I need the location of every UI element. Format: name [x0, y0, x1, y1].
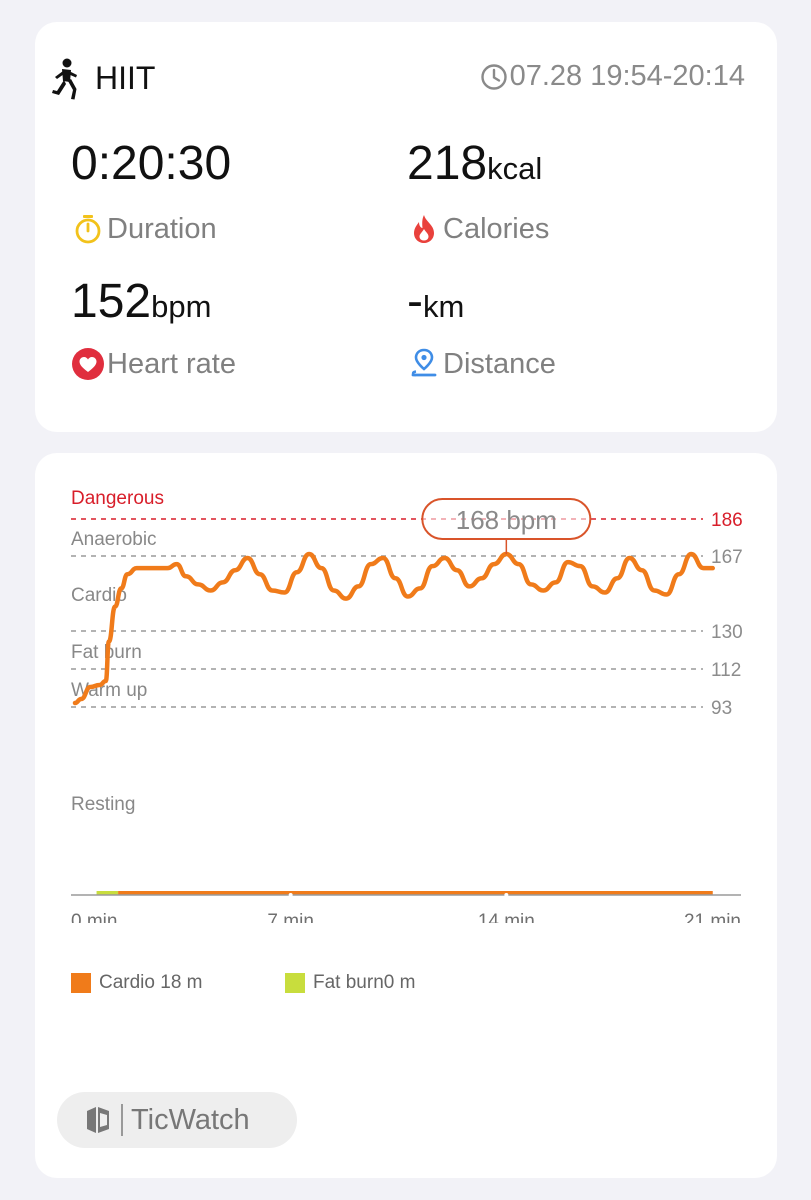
heart-rate-line	[72, 551, 716, 706]
legend-swatch-cardio	[71, 973, 91, 993]
distance-label-text: Distance	[443, 347, 556, 380]
max-heart-rate-callout: 168 bpm	[421, 498, 592, 555]
distance-value: -km	[407, 278, 464, 326]
distance-number: -	[407, 275, 423, 328]
calories-label-text: Calories	[443, 212, 550, 245]
zone-threshold-cardio: 130	[711, 622, 743, 643]
heart-rate-unit: bpm	[151, 289, 212, 324]
x-tick-label: 14 min	[478, 911, 535, 923]
zone-label-cardio: Cardio	[71, 585, 127, 606]
heart-rate-value: 152bpm	[71, 278, 211, 326]
calories-unit: kcal	[487, 151, 543, 186]
stopwatch-icon	[75, 215, 101, 244]
ticwatch-logo-icon	[87, 1107, 109, 1133]
brand-name: TicWatch	[131, 1103, 250, 1136]
flame-icon	[414, 215, 434, 243]
zone-label-resting: Resting	[71, 794, 135, 815]
duration-label-text: Duration	[107, 212, 217, 245]
zone-label-dangerous: Dangerous	[71, 488, 164, 509]
heart-rate-number: 152	[71, 275, 152, 328]
duration-label: Duration	[71, 212, 217, 246]
zone-threshold-anaerobic: 167	[711, 547, 743, 568]
callout-text: 168 bpm	[456, 505, 557, 535]
zone-label-anaerobic: Anaerobic	[71, 529, 157, 550]
time-range-text: 07.28 19:54-20:14	[509, 60, 745, 92]
x-tick-mark	[288, 893, 293, 897]
distance-label: Distance	[407, 347, 556, 381]
zone-time-bar	[96, 891, 713, 895]
heart-rate-label: Heart rate	[71, 347, 236, 381]
workout-time-range: 07.28 19:54-20:14	[480, 60, 745, 93]
running-person-icon	[52, 58, 77, 100]
location-pin-icon	[411, 348, 437, 377]
zone-bar-fat-burn	[96, 891, 119, 895]
heart-rate-label-text: Heart rate	[107, 347, 236, 380]
calories-value: 218kcal	[407, 140, 542, 188]
brand-separator	[121, 1104, 123, 1136]
x-tick-label: 21 min	[684, 911, 741, 923]
activity-title: HIIT	[95, 60, 156, 96]
duration-value: 0:20:30	[71, 140, 231, 188]
zone-threshold-warm-up: 93	[711, 698, 732, 719]
legend-label-fat-burn: Fat burn0 m	[313, 972, 416, 993]
workout-summary-card: HIIT 07.28 19:54-20:14 0:20:30 Duration …	[35, 22, 777, 432]
zone-threshold-dangerous: 186	[711, 510, 743, 531]
x-tick-mark	[504, 893, 509, 897]
callout-bubble	[421, 498, 592, 540]
x-tick-label: 0 min	[71, 911, 117, 923]
zone-threshold-fat-burn: 112	[711, 660, 741, 681]
x-tick-label: 7 min	[267, 911, 313, 923]
heart-rate-chart-card: Dangerous 186 Anaerobic 167 Cardio 130 Fat bur…	[35, 453, 777, 1178]
calories-label: Calories	[407, 212, 549, 246]
heart-rate-line-layer	[72, 551, 716, 706]
duration-number: 0:20:30	[71, 137, 232, 190]
heart-icon	[72, 348, 104, 380]
legend-label-cardio: Cardio 18 m	[99, 972, 203, 993]
calories-number: 218	[407, 137, 488, 190]
legend-swatch-fat-burn	[285, 973, 305, 993]
legend-item-cardio: Cardio 18 m	[71, 972, 203, 994]
clock-icon	[480, 63, 507, 90]
zone-bar-cardio	[118, 891, 713, 895]
ticwatch-brand-badge[interactable]: TicWatch	[57, 1092, 297, 1148]
legend-item-fat-burn: Fat burn0 m	[285, 972, 415, 994]
x-axis: 0 min 7 min 14 min 21 min	[71, 893, 741, 923]
distance-unit: km	[422, 289, 465, 324]
